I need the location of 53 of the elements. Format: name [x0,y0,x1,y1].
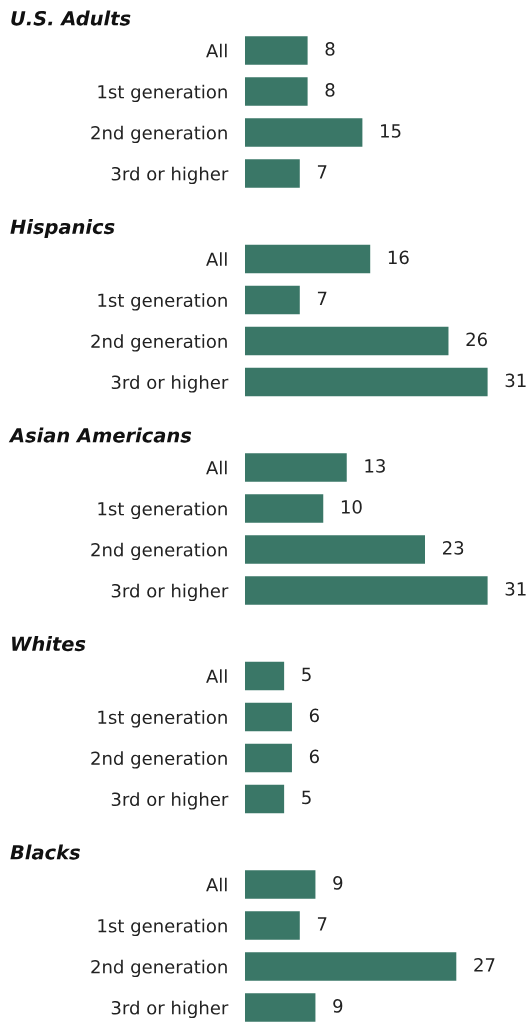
text: Whites [12,636,86,652]
y-tick-label: 2nd generation [91,125,227,144]
data-label: 8 [325,42,335,56]
y-tick-label: 3rd or higher [111,166,229,185]
text: Blacks [10,844,80,860]
bar [245,453,347,482]
data-label: 7 [317,917,327,931]
y-tick-label: 2nd generation [91,542,227,561]
data-label: 13 [365,459,385,473]
y-tick-label: 3rd or higher [111,1000,229,1019]
data-label: 23 [442,541,464,555]
y-tick-label: 1st generation [98,710,227,728]
bar [245,244,371,274]
data-label: 10 [341,500,362,514]
data-label: 31 [505,373,526,388]
y-tick-label: 1st generation [98,501,227,520]
bar [245,285,300,315]
y-tick-label: 3rd or higher [111,375,229,393]
y-tick-label: All [206,43,227,58]
data-label: 16 [388,250,409,265]
y-tick-label: All [206,252,227,266]
bar [245,326,449,356]
y-tick-label: 3rd or higher [111,583,229,602]
y-tick-label: All [206,460,227,475]
bar [245,367,488,397]
y-tick-label: 2nd generation [91,959,227,978]
data-label: 5 [302,790,311,805]
y-tick-label: All [206,877,227,892]
bar [245,535,425,564]
data-label: 15 [381,124,401,138]
data-label: 7 [317,165,327,179]
text: U.S. Adults [11,10,131,26]
data-label: 8 [325,83,335,97]
data-label: 9 [333,876,343,890]
text: Hispanics [10,219,115,238]
data-label: 26 [466,332,487,347]
y-tick-label: 1st generation [98,84,227,103]
data-label: 7 [317,291,327,305]
data-label: 31 [505,582,526,596]
data-label: 6 [309,749,319,764]
y-tick-label: 2nd generation [91,334,227,352]
y-tick-label: 1st generation [98,293,227,311]
y-tick-label: 2nd generation [91,751,227,769]
data-label: 27 [474,958,495,972]
data-label: 9 [333,999,343,1013]
bar [245,576,488,605]
bar [245,494,324,523]
data-label: 5 [302,667,311,682]
data-label: 6 [309,708,319,723]
y-tick-label: 3rd or higher [111,792,229,810]
chart-title: Asian Americans [8,427,192,443]
y-tick-label: 1st generation [98,918,227,937]
y-tick-label: All [206,669,227,683]
